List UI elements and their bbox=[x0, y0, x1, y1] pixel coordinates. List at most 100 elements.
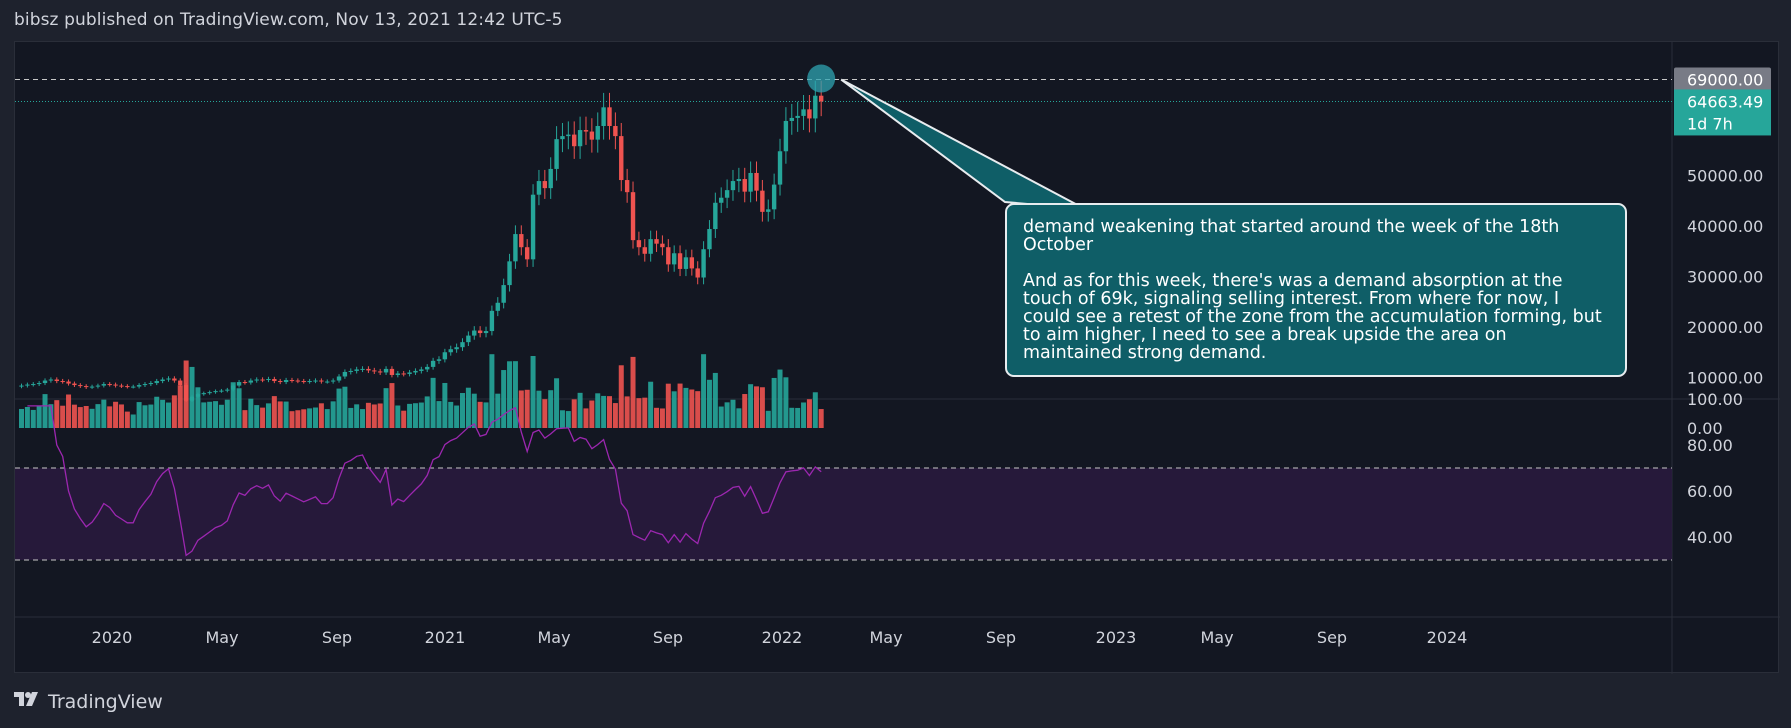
candle-body bbox=[483, 331, 489, 334]
last-price-countdown: 1d 7h bbox=[1687, 114, 1733, 133]
candle-body bbox=[719, 197, 724, 203]
volume-bar bbox=[154, 396, 160, 428]
candle-body bbox=[360, 368, 365, 370]
candle-body bbox=[60, 381, 65, 383]
rsi-tick-label: 60.00 bbox=[1687, 482, 1733, 501]
volume-bar bbox=[677, 383, 683, 428]
candle-body bbox=[513, 234, 518, 262]
volume-bar bbox=[230, 382, 236, 428]
time-tick-label: 2020 bbox=[92, 628, 133, 647]
annotation-callout[interactable]: demand weakening that started around the… bbox=[1005, 203, 1627, 377]
volume-bar bbox=[471, 393, 477, 428]
last-price-label: 64663.49 bbox=[1687, 92, 1763, 111]
time-tick-label: 2024 bbox=[1427, 628, 1468, 647]
candle-body bbox=[354, 369, 359, 371]
volume-bar bbox=[460, 393, 465, 428]
volume-bar bbox=[801, 402, 807, 428]
candle-body bbox=[707, 229, 712, 250]
resistance-label: 69000.00 bbox=[1687, 71, 1763, 90]
tradingview-logo[interactable]: TradingView bbox=[14, 690, 163, 713]
candle-body bbox=[48, 379, 54, 381]
candle-body bbox=[795, 115, 800, 118]
volume-bar bbox=[701, 354, 707, 428]
price-tick-label: 40000.00 bbox=[1687, 217, 1763, 236]
candle-body bbox=[666, 247, 671, 265]
volume-bar bbox=[736, 408, 742, 428]
volume-bar bbox=[730, 399, 736, 428]
volume-bar bbox=[218, 404, 224, 428]
candle-body bbox=[266, 379, 271, 381]
volume-bar bbox=[336, 388, 342, 428]
volume-bar bbox=[818, 409, 824, 428]
candle-body bbox=[377, 371, 383, 373]
candle-body bbox=[813, 95, 818, 119]
volume-bar bbox=[812, 392, 818, 428]
candle-body bbox=[436, 359, 442, 361]
volume-bar bbox=[507, 361, 513, 428]
candle-body bbox=[530, 194, 536, 260]
candle-body bbox=[754, 172, 759, 191]
volume-bar bbox=[124, 411, 130, 428]
volume-bar bbox=[706, 379, 712, 428]
volume-bar bbox=[66, 394, 72, 428]
volume-bar bbox=[101, 399, 107, 428]
candle-body bbox=[472, 330, 477, 336]
candle-body bbox=[607, 107, 612, 127]
candle-body bbox=[395, 373, 401, 375]
candle-body bbox=[648, 239, 653, 254]
price-chart-svg[interactable]: 0.00 10000.00 20000.00 30000.00 40000.00 5000… bbox=[15, 42, 1780, 674]
volume-bar bbox=[754, 386, 759, 428]
candle-body bbox=[178, 380, 183, 386]
candle-body bbox=[789, 117, 794, 121]
volume-bar bbox=[659, 408, 665, 428]
volume-bar bbox=[542, 399, 548, 428]
volume-bar bbox=[518, 390, 524, 428]
volume-bar bbox=[695, 391, 701, 428]
candle-body bbox=[760, 190, 765, 212]
candle-body bbox=[213, 391, 218, 393]
volume-bar bbox=[118, 404, 124, 428]
time-tick-label: May bbox=[205, 628, 238, 647]
candle-body bbox=[131, 386, 136, 388]
volume-bar bbox=[277, 401, 283, 428]
volume-bar bbox=[465, 387, 471, 428]
time-tick-label: May bbox=[869, 628, 902, 647]
rsi-band bbox=[15, 468, 1672, 560]
candle-body bbox=[630, 192, 636, 241]
volume-bar bbox=[183, 360, 189, 428]
candle-body bbox=[454, 347, 459, 350]
candle-body bbox=[724, 190, 730, 198]
volume-bar bbox=[495, 393, 501, 428]
candle-body bbox=[771, 184, 777, 210]
volume-bar bbox=[189, 366, 195, 428]
candle-body bbox=[701, 249, 706, 278]
candle-body bbox=[448, 349, 453, 353]
volume-bar bbox=[777, 369, 783, 428]
volume-bar bbox=[236, 388, 242, 428]
candle-body bbox=[548, 168, 553, 189]
candle-body bbox=[807, 109, 812, 119]
candle-body bbox=[689, 257, 695, 269]
volume-bar bbox=[548, 390, 554, 428]
candle-body bbox=[313, 380, 318, 382]
time-tick-label: Sep bbox=[653, 628, 683, 647]
tradingview-brand-text: TradingView bbox=[48, 690, 163, 713]
volume-bar bbox=[136, 402, 142, 428]
tradingview-logo-icon bbox=[14, 690, 40, 713]
candle-body bbox=[283, 380, 289, 383]
candle-body bbox=[172, 378, 177, 381]
volume-bar bbox=[712, 372, 718, 428]
candle-body bbox=[389, 368, 395, 375]
candle-body bbox=[413, 370, 418, 373]
candle-body bbox=[154, 381, 159, 384]
volume-bar bbox=[71, 404, 77, 428]
volume-bar bbox=[583, 408, 589, 428]
candle-body bbox=[477, 330, 483, 334]
candle-body bbox=[536, 181, 542, 195]
candle-body bbox=[519, 234, 524, 248]
candle-body bbox=[777, 151, 783, 185]
candle-body bbox=[818, 95, 824, 102]
volume-bar bbox=[60, 405, 66, 428]
candle-body bbox=[325, 381, 330, 383]
volume-bar bbox=[207, 401, 213, 428]
